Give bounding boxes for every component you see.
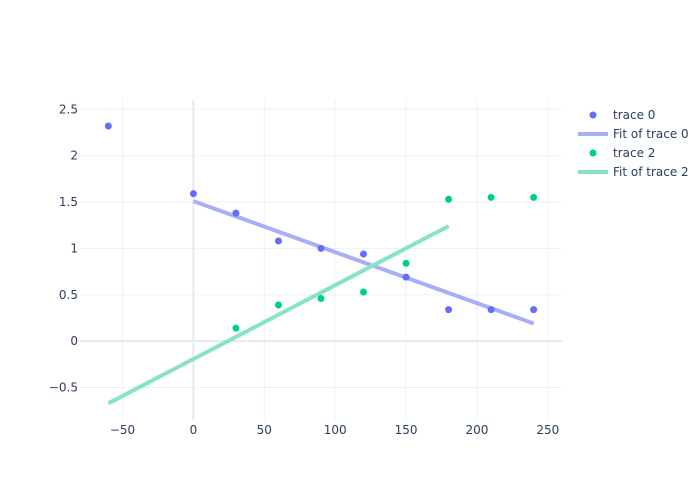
legend-marker <box>589 149 597 157</box>
y-tick-label: 2.5 <box>59 102 78 116</box>
data-point-series-0 <box>232 209 240 217</box>
grid <box>80 100 562 420</box>
x-tick-label: −50 <box>110 423 135 437</box>
x-tick-label: 0 <box>190 423 198 437</box>
x-tick-label: 150 <box>395 423 418 437</box>
x-tick-label: 100 <box>324 423 347 437</box>
data-point-series-0 <box>445 306 453 314</box>
y-tick-label: 0 <box>70 334 78 348</box>
data-point-series-2 <box>530 193 538 201</box>
x-tick-label: 250 <box>536 423 559 437</box>
data-point-series-2 <box>402 259 410 267</box>
legend[interactable]: trace 0 Fit of trace 0 trace 2 Fit of trace… <box>578 108 689 179</box>
data-point-series-2 <box>317 294 325 302</box>
x-axis-tick-labels: −50 0 50 100 150 200 250 <box>110 423 559 437</box>
fit-line-3 <box>107 224 450 406</box>
legend-label: Fit of trace 0 <box>613 127 689 141</box>
x-tick-label: 200 <box>465 423 488 437</box>
data-point-series-2 <box>445 195 453 203</box>
series-layer <box>104 122 538 406</box>
data-point-series-2 <box>274 301 282 309</box>
data-point-series-2 <box>232 324 240 332</box>
legend-item[interactable]: Fit of trace 2 <box>578 165 689 179</box>
y-tick-label: 2 <box>70 149 78 163</box>
legend-marker <box>589 111 597 119</box>
y-axis-tick-labels: −0.5 0 0.5 1 1.5 2 2.5 <box>49 102 78 394</box>
y-tick-label: 0.5 <box>59 288 78 302</box>
zero-lines <box>80 100 562 420</box>
legend-item[interactable]: trace 2 <box>589 146 656 160</box>
legend-item[interactable]: Fit of trace 0 <box>578 127 689 141</box>
y-tick-label: −0.5 <box>49 381 78 395</box>
legend-label: Fit of trace 2 <box>613 165 689 179</box>
y-tick-label: 1 <box>70 241 78 255</box>
legend-label: trace 0 <box>613 108 655 122</box>
legend-item[interactable]: trace 0 <box>589 108 656 122</box>
fit-line-1 <box>192 199 535 326</box>
data-point-series-0 <box>530 306 538 314</box>
data-point-series-0 <box>274 237 282 245</box>
data-point-series-0 <box>104 122 112 130</box>
data-point-series-0 <box>317 244 325 252</box>
y-tick-label: 1.5 <box>59 195 78 209</box>
data-point-series-2 <box>487 193 495 201</box>
data-point-series-0 <box>402 273 410 281</box>
data-point-series-0 <box>487 306 495 314</box>
legend-label: trace 2 <box>613 146 655 160</box>
data-point-series-0 <box>360 250 368 258</box>
x-tick-label: 50 <box>257 423 272 437</box>
data-point-series-0 <box>189 190 197 198</box>
data-point-series-2 <box>360 288 368 296</box>
